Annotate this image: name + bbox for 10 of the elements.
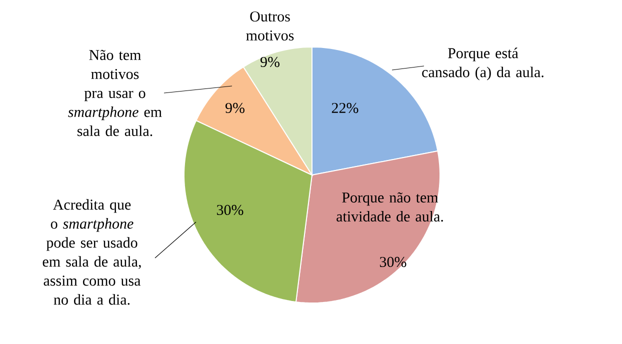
slice-label: Porque está cansado (a) da aula. — [422, 48, 544, 80]
data-label: 30% — [216, 204, 244, 216]
slice-label: Porque não tem atividade de aula. — [336, 192, 443, 222]
slice-label: Outros motivos — [246, 11, 294, 41]
data-label: 9% — [225, 102, 244, 114]
slice-label: Não tem motivos pra usar o smartphone em sala de aula. — [68, 50, 162, 136]
data-label: 9% — [260, 56, 280, 68]
data-label: 30% — [380, 256, 406, 268]
slice-label: Acredita que o smartphone pode ser usado em sala de aula, assim como usa no dia a dia. — [42, 199, 141, 305]
data-label: 22% — [332, 102, 358, 114]
